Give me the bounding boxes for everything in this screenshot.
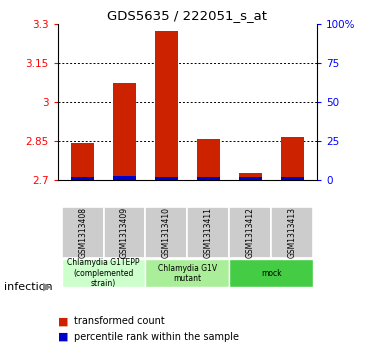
Bar	[239, 173, 262, 180]
Text: GSM1313408: GSM1313408	[78, 207, 87, 258]
Text: mock: mock	[261, 269, 282, 278]
Bar	[113, 83, 136, 180]
Bar	[155, 31, 178, 180]
Bar	[187, 207, 229, 258]
Text: GSM1313412: GSM1313412	[246, 207, 255, 258]
Text: Chlamydia G1TEPP
(complemented
strain): Chlamydia G1TEPP (complemented strain)	[67, 258, 140, 288]
Bar	[197, 176, 220, 180]
Bar	[197, 139, 220, 180]
Text: GSM1313409: GSM1313409	[120, 207, 129, 258]
Text: transformed count: transformed count	[74, 316, 165, 326]
Text: ▶: ▶	[43, 282, 51, 292]
Bar	[239, 178, 262, 180]
Bar	[71, 176, 94, 180]
Bar	[104, 207, 145, 258]
Bar	[280, 176, 303, 180]
Bar	[113, 176, 136, 180]
Bar	[271, 207, 313, 258]
Text: GSM1313413: GSM1313413	[288, 207, 296, 258]
Text: percentile rank within the sample: percentile rank within the sample	[74, 331, 239, 342]
Bar	[145, 259, 229, 287]
Text: ■: ■	[58, 316, 68, 326]
Bar	[145, 207, 187, 258]
Title: GDS5635 / 222051_s_at: GDS5635 / 222051_s_at	[107, 9, 267, 23]
Bar	[155, 176, 178, 180]
Text: ■: ■	[58, 331, 68, 342]
Bar	[62, 259, 145, 287]
Text: GSM1313410: GSM1313410	[162, 207, 171, 258]
Bar	[71, 143, 94, 180]
Bar	[229, 207, 271, 258]
Bar	[62, 207, 104, 258]
Text: infection: infection	[4, 282, 52, 292]
Bar	[280, 137, 303, 180]
Bar	[229, 259, 313, 287]
Text: GSM1313411: GSM1313411	[204, 207, 213, 258]
Text: Chlamydia G1V
mutant: Chlamydia G1V mutant	[158, 264, 217, 283]
